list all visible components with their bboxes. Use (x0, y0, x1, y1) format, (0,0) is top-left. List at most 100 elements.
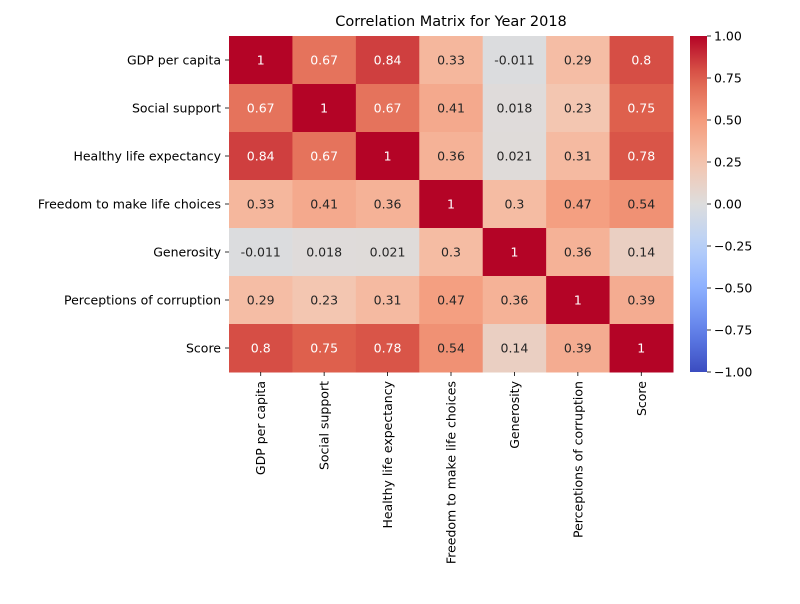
heatmap-cell (419, 228, 484, 277)
heatmap-cell (292, 228, 357, 277)
heatmap-cell (229, 324, 293, 373)
y-tick-label: Perceptions of corruption (64, 293, 221, 308)
heatmap-cell (482, 276, 547, 325)
heatmap-cell (419, 132, 484, 181)
cell-value-label: 0.75 (627, 101, 655, 116)
cell-value-label: 1 (510, 245, 518, 260)
heatmap-cell (292, 276, 357, 325)
cell-value-label: 0.33 (247, 197, 275, 212)
cell-value-label: 0.31 (564, 149, 592, 164)
cell-value-label: 0.31 (374, 293, 402, 308)
heatmap-cell (355, 276, 420, 325)
cell-value-label: 1 (447, 197, 455, 212)
y-tick-label: Healthy life expectancy (73, 149, 221, 164)
heatmap-cell (355, 180, 420, 229)
heatmap-cell (355, 84, 420, 133)
heatmap-cell (482, 132, 547, 181)
cell-value-label: 0.67 (310, 149, 338, 164)
heatmap-cell (609, 36, 674, 85)
colorbar-gradient (690, 36, 707, 372)
cell-value-label: 0.36 (564, 245, 592, 260)
y-tick-label: Generosity (153, 245, 221, 260)
cell-value-label: 0.8 (251, 341, 271, 356)
colorbar-tick-label: 0.00 (714, 197, 742, 212)
heatmap-cell (609, 276, 674, 325)
heatmap-cell (546, 132, 611, 181)
x-tick-label: Perceptions of corruption (570, 381, 585, 538)
heatmap-cell (482, 324, 547, 373)
heatmap-cell (229, 180, 293, 229)
heatmap-cell (546, 324, 611, 373)
cell-value-label: 0.14 (501, 341, 529, 356)
heatmap-cell (609, 228, 674, 277)
heatmap-cell (292, 36, 357, 85)
cell-value-label: 1 (384, 149, 392, 164)
cell-value-label: 1 (637, 341, 645, 356)
heatmap-cell (292, 324, 357, 373)
heatmap-cell (546, 228, 611, 277)
cell-value-label: 0.39 (627, 293, 655, 308)
y-tick-label: GDP per capita (127, 53, 221, 68)
heatmap-cell (546, 276, 611, 325)
heatmap-cell (419, 324, 484, 373)
x-tick-label: GDP per capita (253, 381, 268, 475)
colorbar-tick-label: −1.00 (714, 365, 752, 380)
heatmap-cell (482, 36, 547, 85)
x-tick-label: Score (634, 381, 649, 416)
cell-value-label: 0.84 (247, 149, 275, 164)
cell-value-label: 0.67 (310, 53, 338, 68)
colorbar-tick-label: 0.25 (714, 155, 742, 170)
heatmap-cell (546, 36, 611, 85)
cell-value-label: 0.84 (374, 53, 402, 68)
heatmap-cell (292, 180, 357, 229)
colorbar-tick-label: −0.75 (714, 323, 752, 338)
colorbar: 1.00 0.75 0.50 0.25 0.00 −0.25 −0.50 −0.75 −1.00 (690, 29, 752, 380)
cell-value-label: 0.39 (564, 341, 592, 356)
heatmap-cell (419, 84, 484, 133)
cell-value-label: 0.41 (437, 101, 465, 116)
cell-value-label: 0.78 (627, 149, 655, 164)
cell-value-label: 0.021 (497, 149, 533, 164)
cell-value-label: 0.8 (631, 53, 651, 68)
cell-value-label: -0.011 (494, 53, 534, 68)
cell-value-label: 0.75 (310, 341, 338, 356)
heatmap-cell (355, 228, 420, 277)
cell-value-label: 0.36 (501, 293, 529, 308)
heatmap-cell (292, 132, 357, 181)
y-tick-label: Score (186, 341, 221, 356)
heatmap-cell (609, 132, 674, 181)
cell-value-label: 0.14 (627, 245, 655, 260)
cell-value-label: 0.018 (306, 245, 342, 260)
heatmap-cell (229, 228, 293, 277)
colorbar-tick-label: −0.25 (714, 239, 752, 254)
x-tick-labels: GDP per capita Social support Healthy life… (253, 372, 649, 564)
colorbar-tick-label: 1.00 (714, 29, 742, 44)
heatmap-cell (419, 180, 484, 229)
heatmap-cell (229, 132, 293, 181)
y-tick-labels: GDP per capita Social support Healthy life… (38, 53, 229, 356)
heatmap-cell (609, 324, 674, 373)
heatmap-cell (229, 36, 293, 85)
heatmap-cell (609, 84, 674, 133)
cell-value-label: 0.67 (247, 101, 275, 116)
chart-title: Correlation Matrix for Year 2018 (335, 14, 567, 30)
cell-value-label: -0.011 (241, 245, 281, 260)
colorbar-tick-label: 0.75 (714, 71, 742, 86)
heatmap-cell (419, 276, 484, 325)
cell-value-label: 0.36 (437, 149, 465, 164)
cell-value-label: 0.23 (564, 101, 592, 116)
x-tick-label: Generosity (507, 380, 522, 448)
heatmap-cell (229, 84, 293, 133)
heatmap-cell (482, 180, 547, 229)
cell-value-label: 0.67 (374, 101, 402, 116)
heatmap-cell (546, 84, 611, 133)
cell-value-label: 0.41 (310, 197, 338, 212)
cell-value-label: 0.33 (437, 53, 465, 68)
cell-value-label: 0.29 (247, 293, 275, 308)
heatmap-cell (546, 180, 611, 229)
heatmap-cell (355, 36, 420, 85)
cell-value-label: 0.23 (310, 293, 338, 308)
heatmap-cells: 1 0.67 0.84 0.33 -0.011 0.29 0.8 0.67 1 0.67 0.41 0… (229, 36, 674, 373)
